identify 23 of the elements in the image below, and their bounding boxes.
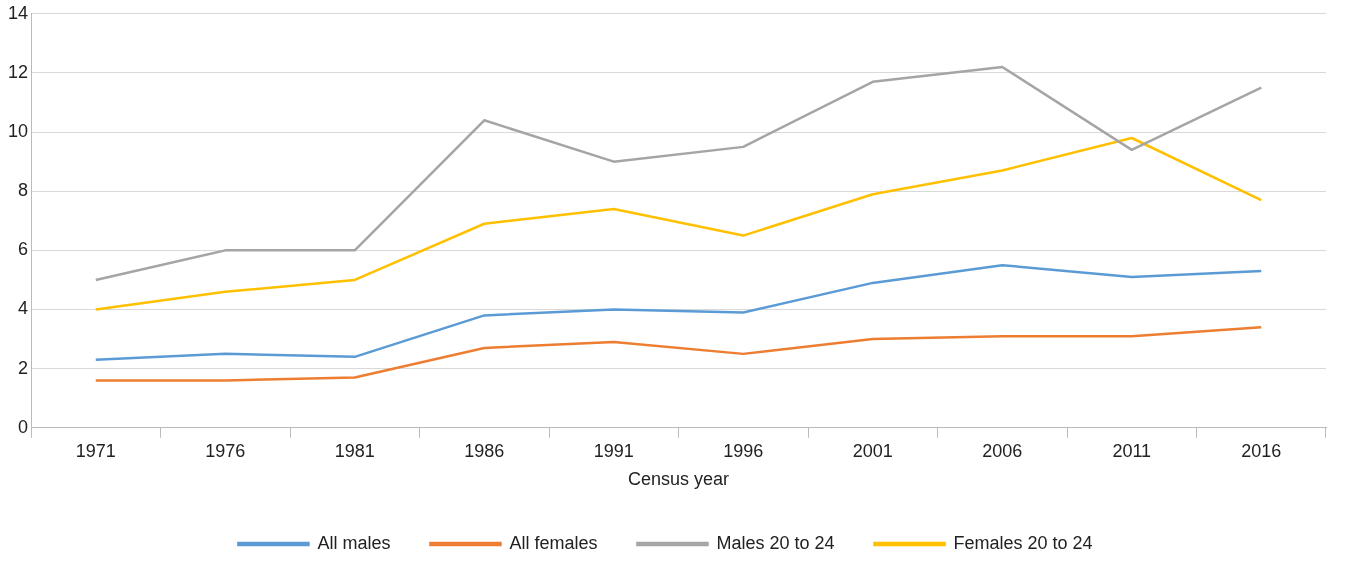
- y-tick-label: 0: [18, 416, 29, 437]
- x-tick-label: 1981: [334, 440, 375, 461]
- y-tick-label: 2: [18, 357, 29, 378]
- y-tick-label: 10: [7, 121, 29, 142]
- x-tick-label: 1991: [593, 440, 634, 461]
- x-tick-label: 2001: [852, 440, 893, 461]
- y-tick-label: 8: [18, 180, 29, 201]
- x-tick-label: 1976: [205, 440, 246, 461]
- x-tick-label: 2011: [1112, 440, 1152, 461]
- legend-label: All males: [317, 532, 391, 553]
- x-tick-label: 2006: [982, 440, 1023, 461]
- legend-label: Females 20 to 24: [953, 532, 1093, 553]
- x-axis-title: Census year: [627, 469, 730, 490]
- y-tick-label: 6: [18, 239, 29, 260]
- y-tick-label: 4: [18, 298, 29, 319]
- legend-label: Males 20 to 24: [716, 532, 835, 553]
- y-tick-label: 12: [7, 61, 29, 82]
- legend-label: All females: [509, 532, 598, 553]
- x-tick-label: 1996: [723, 440, 764, 461]
- y-tick-label: 14: [7, 2, 29, 23]
- x-tick-label: 1971: [75, 440, 116, 461]
- x-tick-label: 1986: [464, 440, 505, 461]
- x-tick-label: 2016: [1241, 440, 1282, 461]
